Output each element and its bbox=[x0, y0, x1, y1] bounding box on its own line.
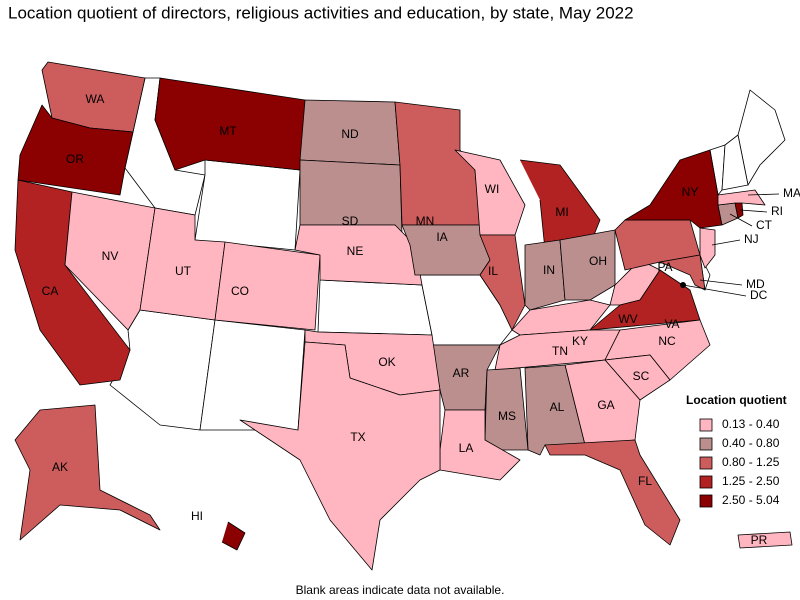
state-label: CT bbox=[756, 218, 773, 232]
state-label: WV bbox=[618, 312, 637, 326]
state-region bbox=[294, 224, 423, 286]
state-label: MD bbox=[746, 277, 765, 291]
state-label: LA bbox=[459, 441, 474, 455]
state-label: KY bbox=[572, 334, 588, 348]
state-label: NJ bbox=[744, 232, 759, 246]
state-label: TX bbox=[350, 430, 365, 444]
legend: 0.13 - 0.40 0.40 - 0.80 0.80 - 1.25 1.25 - … bbox=[699, 417, 780, 508]
state-label: WA bbox=[86, 92, 105, 106]
state-region bbox=[214, 241, 321, 331]
state-label: PA bbox=[657, 260, 672, 274]
state-label: SD bbox=[342, 214, 359, 228]
state-label: RI bbox=[771, 204, 783, 218]
state-label: MS bbox=[498, 409, 516, 423]
state-no-data bbox=[317, 279, 433, 336]
states bbox=[14, 61, 793, 571]
state-label: MT bbox=[219, 124, 237, 138]
leader-line bbox=[682, 284, 747, 297]
state-label: AK bbox=[52, 460, 68, 474]
state-label: UT bbox=[175, 264, 192, 278]
title: Location quotient of directors, religiou… bbox=[8, 3, 634, 22]
state-label: VA bbox=[664, 317, 679, 331]
state-label: IA bbox=[436, 230, 447, 244]
state-label: PR bbox=[751, 533, 768, 547]
state-region bbox=[717, 202, 739, 226]
legend-swatch bbox=[699, 456, 713, 470]
leader-line bbox=[739, 209, 768, 213]
state-label: IN bbox=[543, 263, 555, 277]
legend-label: 0.13 - 0.40 bbox=[722, 417, 780, 431]
state-region bbox=[479, 234, 526, 331]
legend-swatch bbox=[699, 437, 713, 451]
state-label: IL bbox=[488, 264, 498, 278]
state-label: NC bbox=[658, 334, 676, 348]
state-region bbox=[14, 404, 161, 541]
state-region bbox=[717, 189, 766, 206]
state-region bbox=[64, 191, 156, 331]
state-label: OH bbox=[589, 254, 607, 268]
legend-swatch bbox=[699, 475, 713, 489]
blank-states bbox=[109, 77, 786, 431]
state-label: FL bbox=[638, 474, 652, 488]
footnote: Blank areas indicate data not available. bbox=[296, 583, 505, 597]
legend-label: 0.80 - 1.25 bbox=[722, 455, 780, 469]
leader-line bbox=[747, 193, 780, 196]
state-label: SC bbox=[633, 369, 650, 383]
leader-line bbox=[711, 239, 741, 246]
state-region bbox=[524, 239, 566, 311]
state-no-data bbox=[721, 134, 749, 191]
state-label: WI bbox=[485, 182, 500, 196]
state-label: MA bbox=[783, 186, 800, 200]
legend-label: 1.25 - 2.50 bbox=[722, 474, 780, 488]
state-label: TN bbox=[552, 344, 568, 358]
state-no-data bbox=[199, 319, 306, 431]
state-label: MN bbox=[416, 214, 435, 228]
state-region bbox=[559, 229, 616, 301]
state-region bbox=[737, 531, 793, 549]
legend-swatch bbox=[699, 418, 713, 432]
state-region bbox=[544, 439, 681, 546]
state-region bbox=[239, 341, 441, 571]
legend-swatch bbox=[699, 494, 713, 508]
state-label: CA bbox=[42, 284, 59, 298]
state-label: DC bbox=[750, 288, 768, 302]
legend-label: 0.40 - 0.80 bbox=[722, 436, 780, 450]
state-region bbox=[394, 101, 481, 226]
state-region bbox=[221, 521, 246, 551]
state-label: AR bbox=[453, 366, 470, 380]
state-label: NE bbox=[347, 244, 364, 258]
state-label: CO bbox=[231, 284, 249, 298]
state-region bbox=[659, 254, 706, 291]
state-region bbox=[699, 227, 716, 269]
legend-label: 2.50 - 5.04 bbox=[722, 493, 780, 507]
state-label: AL bbox=[550, 400, 565, 414]
leader-line bbox=[699, 279, 743, 286]
state-region bbox=[519, 159, 601, 251]
leader-line bbox=[729, 213, 753, 227]
state-label: ND bbox=[341, 127, 359, 141]
state-label: OR bbox=[66, 152, 84, 166]
state-label: OK bbox=[378, 355, 395, 369]
state-no-data bbox=[194, 159, 301, 251]
state-region bbox=[624, 149, 723, 229]
legend-title: Location quotient bbox=[686, 393, 787, 407]
state-label: HI bbox=[191, 509, 203, 523]
state-label: GA bbox=[597, 398, 614, 412]
state-label: NY bbox=[682, 185, 699, 199]
state-label: MI bbox=[555, 205, 568, 219]
state-region bbox=[17, 104, 134, 196]
state-label: NV bbox=[102, 249, 119, 263]
